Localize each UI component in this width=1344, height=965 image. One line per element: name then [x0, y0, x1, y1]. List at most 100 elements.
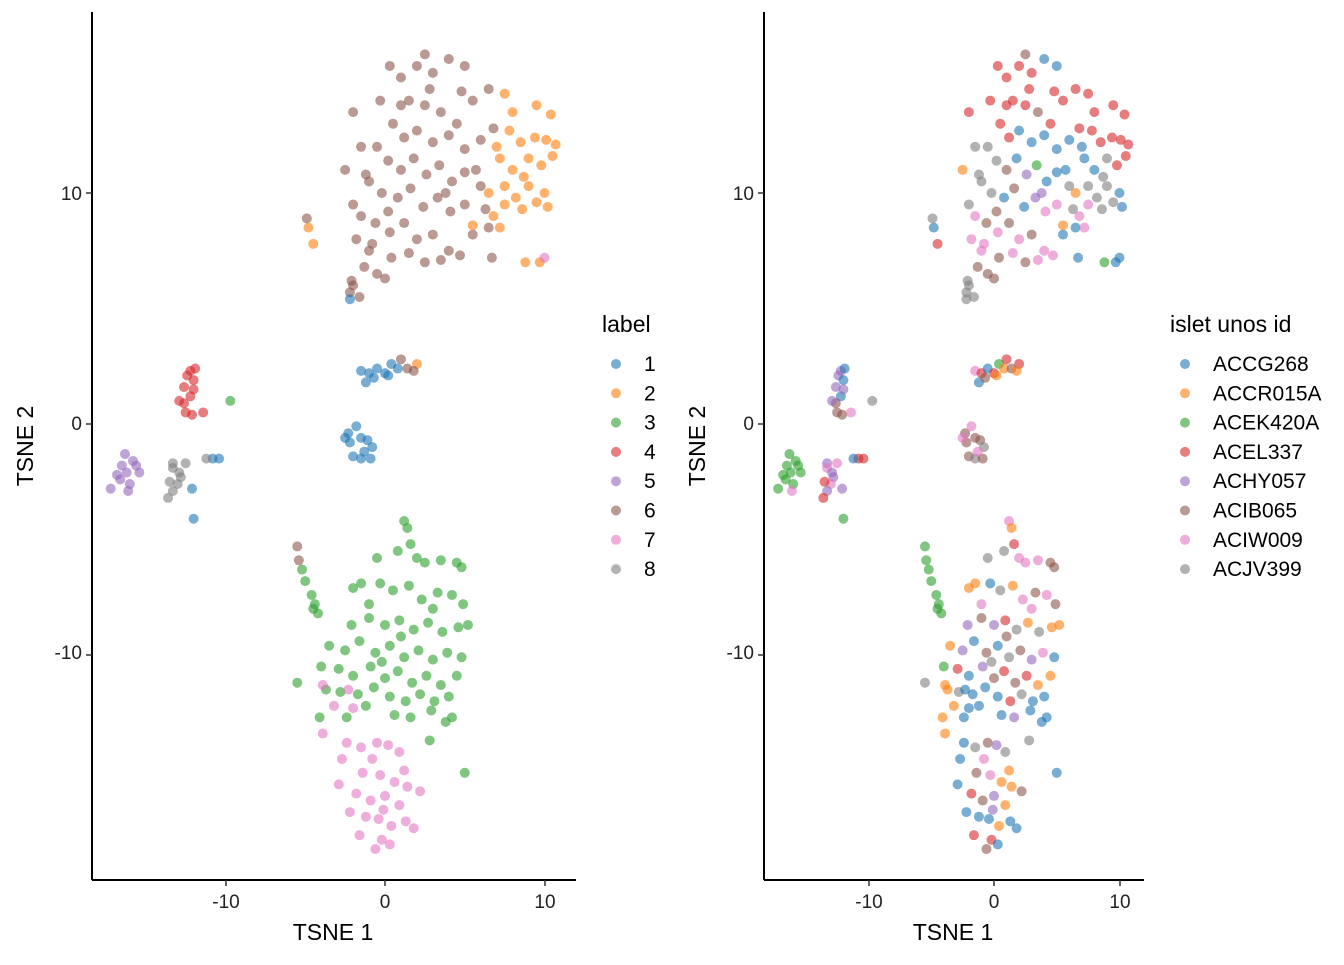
data-point [389, 777, 400, 788]
data-point [1083, 88, 1094, 99]
data-point [991, 206, 1002, 217]
data-point [370, 647, 381, 658]
data-point [416, 594, 427, 605]
legend-key-icon [1180, 476, 1190, 487]
data-point [962, 619, 973, 630]
data-point [963, 670, 974, 681]
data-point [1006, 522, 1017, 533]
data-point [365, 661, 376, 672]
data-point [408, 365, 419, 376]
data-point [419, 100, 430, 111]
data-point [957, 164, 968, 175]
data-point [336, 753, 347, 764]
data-point [411, 60, 422, 71]
data-point [120, 449, 131, 460]
data-point [300, 576, 311, 587]
data-point [531, 100, 542, 111]
legend-key-icon [1180, 534, 1190, 545]
data-point [994, 252, 1005, 263]
data-point [112, 469, 123, 480]
data-point [1009, 712, 1020, 723]
data-point [970, 141, 981, 152]
data-point [400, 696, 411, 707]
data-point [958, 712, 969, 723]
legend-key-icon [1180, 417, 1190, 428]
data-point [989, 619, 999, 630]
y-tick-label: 10 [733, 184, 754, 205]
data-point [1039, 691, 1050, 702]
data-point [443, 691, 454, 702]
data-point [991, 740, 1002, 751]
data-point [348, 583, 359, 594]
data-point [380, 273, 390, 284]
data-point [518, 171, 529, 182]
data-point [333, 779, 344, 790]
data-point [121, 467, 132, 478]
data-point [1054, 619, 1065, 630]
legend-label: label 1 2 3 4 5 6 7 8 [602, 311, 656, 581]
data-point [504, 125, 515, 136]
points-layer-label [105, 49, 561, 855]
data-point [999, 363, 1010, 374]
data-point [451, 670, 462, 681]
data-point [1049, 652, 1060, 663]
data-point [308, 603, 319, 614]
data-point [488, 123, 499, 134]
legend-label: ACEK420A [1213, 412, 1319, 435]
legend-key-icon [611, 476, 621, 487]
data-point [1001, 354, 1012, 365]
data-point [458, 599, 469, 610]
data-point [415, 689, 426, 700]
data-point [1074, 211, 1085, 222]
panel-label: -10 0 10 -10 0 10 TSNE 1 TSNE 2 label 1 2… [12, 12, 656, 945]
data-point [940, 680, 951, 691]
data-point [427, 137, 438, 148]
data-point [340, 432, 351, 443]
data-point [360, 377, 371, 388]
x-tick-label: 10 [1109, 892, 1130, 913]
data-point [1045, 670, 1056, 681]
data-point [403, 248, 414, 259]
data-point [1040, 206, 1051, 217]
data-point [364, 599, 375, 610]
data-point [314, 712, 325, 723]
data-point [376, 188, 387, 198]
data-point [948, 700, 959, 711]
data-point [1068, 204, 1079, 215]
data-point [380, 790, 390, 801]
data-point [1014, 60, 1025, 71]
data-point [392, 546, 403, 557]
data-point [367, 238, 378, 249]
data-point [467, 220, 478, 231]
data-point [1004, 132, 1015, 143]
data-point [778, 469, 789, 480]
data-point [1089, 107, 1100, 118]
data-point [443, 245, 454, 256]
data-point [1024, 84, 1035, 95]
data-point [499, 181, 510, 192]
legend-islet-unos-id: islet unos id ACCG268 ACCR015A ACEK420A ACE… [1170, 311, 1322, 581]
data-point [344, 287, 355, 298]
data-point [408, 153, 419, 164]
x-tick-label: 0 [380, 892, 391, 913]
data-point [392, 192, 403, 203]
data-point [1101, 153, 1112, 164]
legend-key-icon [611, 564, 621, 575]
data-point [344, 294, 355, 305]
data-point [827, 395, 838, 406]
data-point [354, 291, 365, 302]
data-point [483, 222, 494, 233]
legend-label: ACCG268 [1213, 353, 1309, 376]
data-point [383, 740, 394, 751]
data-point [1024, 735, 1035, 746]
data-point [324, 640, 335, 651]
data-point [357, 767, 368, 778]
data-point [368, 682, 379, 693]
data-point [1004, 218, 1015, 229]
data-point [1016, 689, 1027, 700]
data-point [1021, 670, 1032, 681]
data-point [1020, 257, 1031, 268]
data-point [440, 188, 451, 198]
data-point [1041, 589, 1052, 600]
